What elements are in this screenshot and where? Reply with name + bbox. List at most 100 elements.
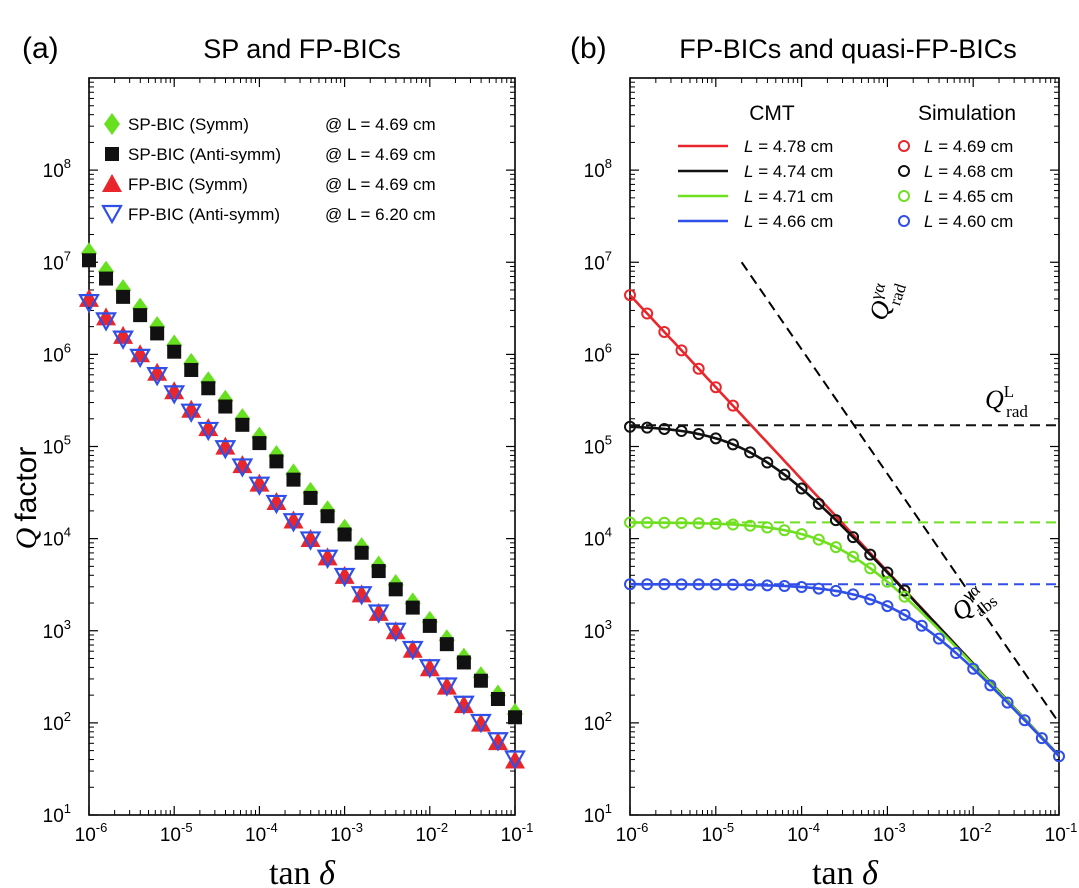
- panel-b-sim-point: [692, 362, 705, 375]
- panel-a-point: [422, 618, 437, 633]
- legend-label: FP-BIC (Anti-symm): [128, 205, 280, 224]
- panel-b-xlabel: tan δ: [812, 855, 879, 888]
- panel-a-point: [436, 676, 457, 695]
- legend-marker: [101, 204, 123, 225]
- panel-b-sim-point: [847, 531, 860, 544]
- legend-cmt-label: L = 4.71 cm: [744, 187, 833, 206]
- panel-a: (a) SP and FP-BICs Qfactor tan δ 10-6 10-…: [10, 32, 533, 888]
- panel-a-point: [505, 750, 525, 769]
- panel-b-sim-point: [726, 578, 739, 591]
- panel-b-sim-point: [1001, 696, 1014, 709]
- panel-b-y-tick-label: 108: [584, 156, 612, 182]
- panel-a-point: [201, 381, 216, 396]
- panel-a-point: [282, 513, 305, 533]
- panel-b-y-tick-label: 103: [584, 617, 612, 643]
- panel-b-y-tick-label: 104: [584, 525, 612, 551]
- panel-a-point: [300, 528, 321, 547]
- panel-a-legend: SP-BIC (Symm) @ L = 4.69 cm SP-BIC (Anti-s…: [101, 113, 436, 225]
- annot-q-rad-gamma: Qγαrad: [860, 275, 910, 326]
- legend-sim-label: L = 4.69 cm: [924, 137, 1013, 156]
- panel-a-point: [129, 348, 152, 369]
- panel-b-sim-point: [812, 497, 825, 510]
- panel-b-title: FP-BICs and quasi-FP-BICs: [679, 34, 1017, 64]
- legend-note: @ L = 4.69 cm: [325, 115, 436, 134]
- panel-a-point: [249, 473, 270, 492]
- panel-a-point: [82, 253, 96, 268]
- panel-a-point: [252, 436, 267, 451]
- panel-b-sim-series-1: [624, 289, 739, 412]
- panel-b-sim-point: [658, 325, 671, 338]
- panel-b-sim-point: [658, 422, 671, 435]
- panel-b-x-tick-label: 10-2: [959, 820, 992, 846]
- panel-b-y-tick-label: 102: [584, 709, 612, 735]
- panel-a-point: [235, 417, 250, 432]
- panel-b-sim-point: [1018, 714, 1031, 727]
- panel-b-sim-point: [795, 581, 808, 594]
- panel-a-y-tick-label: 108: [43, 156, 71, 182]
- panel-b-sim-series-4: [624, 578, 1065, 763]
- panel-a-point: [402, 639, 423, 658]
- panel-a-y-tick-label: 101: [43, 801, 71, 827]
- panel-a-point: [439, 637, 454, 652]
- panel-b-sim-point: [829, 584, 842, 597]
- panel-b-sim-point: [744, 446, 757, 459]
- panel-a-point: [167, 344, 182, 359]
- panel-b-legend: CMT Simulation L = 4.78 cm L = 4.69 cm L = 4…: [678, 102, 1016, 231]
- panel-a-point: [269, 454, 284, 469]
- panel-a-y-tick-label: 105: [43, 433, 71, 459]
- legend-header-sim: Simulation: [918, 102, 1016, 125]
- panel-a-label: (a): [22, 32, 59, 65]
- panel-a-point: [490, 692, 505, 707]
- panel-a-point: [184, 362, 199, 377]
- panel-a-point: [487, 732, 508, 751]
- panel-a-point: [367, 604, 390, 624]
- panel-a-point: [99, 271, 114, 286]
- legend-note: @ L = 4.69 cm: [325, 175, 436, 194]
- panel-a-x-tick-label: 10-6: [75, 820, 108, 846]
- panel-b-sim-point: [709, 432, 722, 445]
- panel-a-point: [299, 531, 322, 551]
- legend-circle: [898, 215, 910, 227]
- panel-b-sim-point: [967, 662, 980, 675]
- panel-a-point: [333, 567, 356, 588]
- panel-b-sim-point: [726, 399, 739, 412]
- panel-b-sim-point: [709, 517, 722, 530]
- panel-a-point: [337, 527, 352, 542]
- panel-b-sim-point: [641, 578, 654, 591]
- panel-b-label: (b): [570, 32, 607, 65]
- panel-a-point: [473, 673, 488, 688]
- panel-b-sim-point: [692, 517, 705, 530]
- panel-a-point: [116, 289, 131, 304]
- panel-b-sim-point: [624, 516, 636, 529]
- panel-a-point: [435, 677, 458, 697]
- panel-a-point: [286, 472, 301, 487]
- panel-b-sim-point: [624, 420, 636, 433]
- panel-a-x-tick-label: 10-5: [160, 820, 193, 846]
- panel-a-point: [456, 655, 471, 670]
- panel-b-x-tick-label: 10-6: [616, 820, 649, 846]
- panel-a-point: [453, 695, 474, 714]
- panel-a-point: [334, 565, 355, 584]
- panel-b-sim-point: [641, 516, 654, 529]
- panel-b-sim-point: [726, 518, 739, 531]
- panel-b-sim-point: [624, 289, 636, 302]
- panel-a-ylabel: Qfactor: [10, 447, 43, 550]
- panel-a-point: [385, 621, 406, 640]
- panel-a-point: [163, 385, 186, 405]
- panel-a-point: [419, 658, 440, 677]
- panel-a-point: [78, 294, 100, 314]
- legend-circle: [898, 140, 910, 152]
- panel-a-y-tick-label: 107: [43, 248, 71, 274]
- panel-b-y-tick-label: 106: [584, 340, 612, 366]
- panel-b-sim-point: [847, 588, 860, 601]
- panel-a-point: [418, 659, 441, 679]
- panel-a-point: [95, 312, 117, 332]
- panel-b: (b) FP-BICs and quasi-FP-BICs tan δ 10-6…: [570, 32, 1077, 888]
- panel-b-cmt-curve: [630, 521, 1060, 757]
- panel-b-x-tick-label: 10-4: [787, 820, 820, 846]
- legend-marker: [105, 147, 119, 161]
- panel-b-sim-point: [847, 550, 860, 563]
- panel-b-sim-point: [692, 578, 705, 591]
- panel-a-point: [405, 600, 420, 615]
